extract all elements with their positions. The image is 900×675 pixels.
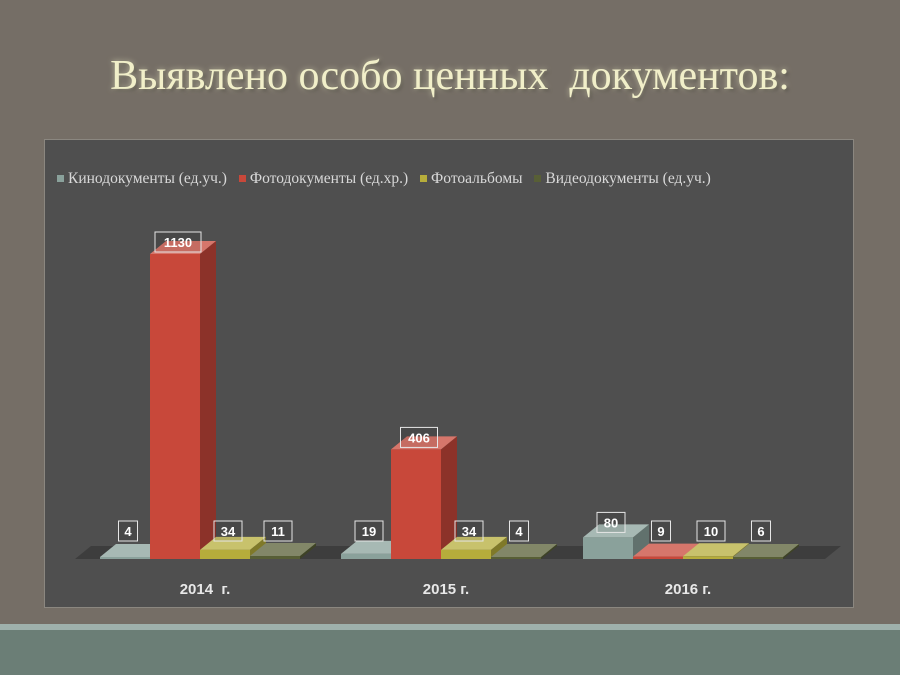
data-label-2-0: 80 (604, 515, 618, 530)
chart-legend: Кинодокументы (ед.уч.) Фотодокументы (ед… (57, 170, 857, 188)
data-label-box-1-1 (400, 426, 438, 448)
bar-1-3 (491, 557, 541, 559)
legend-label-photoalbums: Фотоальбомы (431, 170, 523, 187)
bar-2-0-side (633, 524, 649, 559)
legend-label-videodocs: Видеодокументы (ед.уч.) (545, 170, 711, 187)
legend-item-photoalbums: Фотоальбомы (420, 170, 523, 188)
bar-1-1 (391, 449, 441, 559)
data-label-box-0-1 (154, 231, 202, 253)
data-label-box-2-3 (751, 520, 771, 542)
data-label-1-3: 4 (515, 524, 523, 539)
bar-1-2 (441, 549, 491, 559)
data-label-1-2: 34 (462, 524, 477, 539)
legend-item-videodocs: Видеодокументы (ед.уч.) (534, 170, 711, 188)
legend-swatch-photodocs (238, 175, 246, 182)
bar-2-2-top (683, 543, 749, 557)
data-label-box-2-1 (651, 520, 671, 542)
footer-band (0, 630, 900, 675)
bar-0-3-top (250, 543, 316, 557)
data-label-1-0: 19 (362, 524, 376, 539)
bar-2-0 (583, 537, 633, 559)
bar-2-3 (733, 557, 783, 559)
bar-2-1-top (633, 543, 699, 557)
bar-1-2-side (491, 536, 507, 559)
legend-item-photodocs: Фотодокументы (ед.хр.) (238, 170, 409, 188)
data-label-box-2-2 (696, 520, 726, 542)
legend-swatch-photoalbums (420, 175, 428, 182)
bar-1-2-top (441, 536, 507, 550)
slide-title: Выявлено особо ценных документов: (110, 53, 790, 99)
bar-0-3 (250, 556, 300, 559)
bar-0-0-top (100, 544, 166, 557)
legend-swatch-kinodocs (57, 175, 64, 182)
bar-0-2-top (200, 536, 266, 550)
data-label-box-2-0 (596, 511, 626, 533)
legend-label-kinodocs: Кинодокументы (ед.уч.) (68, 170, 227, 187)
data-label-2-3: 6 (757, 524, 764, 539)
bar-1-1-top (391, 436, 457, 450)
legend-item-kinodocs: Кинодокументы (ед.уч.) (57, 170, 227, 188)
bar-2-2 (683, 556, 733, 559)
data-label-0-0: 4 (124, 524, 132, 539)
bar-0-3-side (300, 543, 316, 559)
data-label-0-3: 11 (271, 524, 285, 539)
bar-0-1-side (200, 241, 216, 559)
legend-label-photodocs: Фотодокументы (ед.хр.) (249, 170, 409, 187)
data-label-2-2: 10 (704, 524, 718, 539)
bar-2-0-top (583, 524, 649, 538)
bar-chart: 4 1130 34 11 2014 г. 19 406 34 4 2015 г. 80 9 10 6 201… (75, 231, 841, 598)
data-label-box-1-0 (354, 520, 384, 542)
data-label-box-0-3 (263, 520, 293, 542)
bar-0-0 (100, 557, 150, 559)
data-label-2-1: 9 (657, 524, 664, 539)
bar-1-3-side (541, 544, 557, 559)
data-label-0-2: 34 (221, 524, 236, 539)
bar-1-1-side (441, 436, 457, 559)
bar-0-1-top (150, 241, 216, 254)
legend-swatch-videodocs (534, 175, 542, 182)
footer-stripe (0, 624, 900, 630)
bar-1-3-top (491, 544, 557, 557)
bar-0-1 (150, 254, 200, 559)
bar-1-0 (341, 553, 391, 559)
bar-2-1 (633, 556, 683, 559)
bar-2-3-side (783, 544, 799, 559)
category-label-1: 2015 г. (423, 581, 469, 598)
category-label-0: 2014 г. (180, 581, 231, 598)
data-label-box-1-3 (509, 520, 529, 542)
data-label-box-0-2 (213, 520, 243, 542)
bar-1-0-top (341, 540, 407, 554)
chart-area: Кинодокументы (ед.уч.) Фотодокументы (ед… (44, 139, 854, 608)
data-label-1-1: 406 (408, 430, 430, 445)
data-label-box-0-0 (118, 520, 138, 542)
bar-2-3-top (733, 544, 799, 557)
category-label-2: 2016 г. (665, 581, 711, 598)
bar-0-2 (200, 549, 250, 559)
data-label-0-1: 1130 (164, 235, 192, 250)
data-label-box-1-2 (454, 520, 484, 542)
